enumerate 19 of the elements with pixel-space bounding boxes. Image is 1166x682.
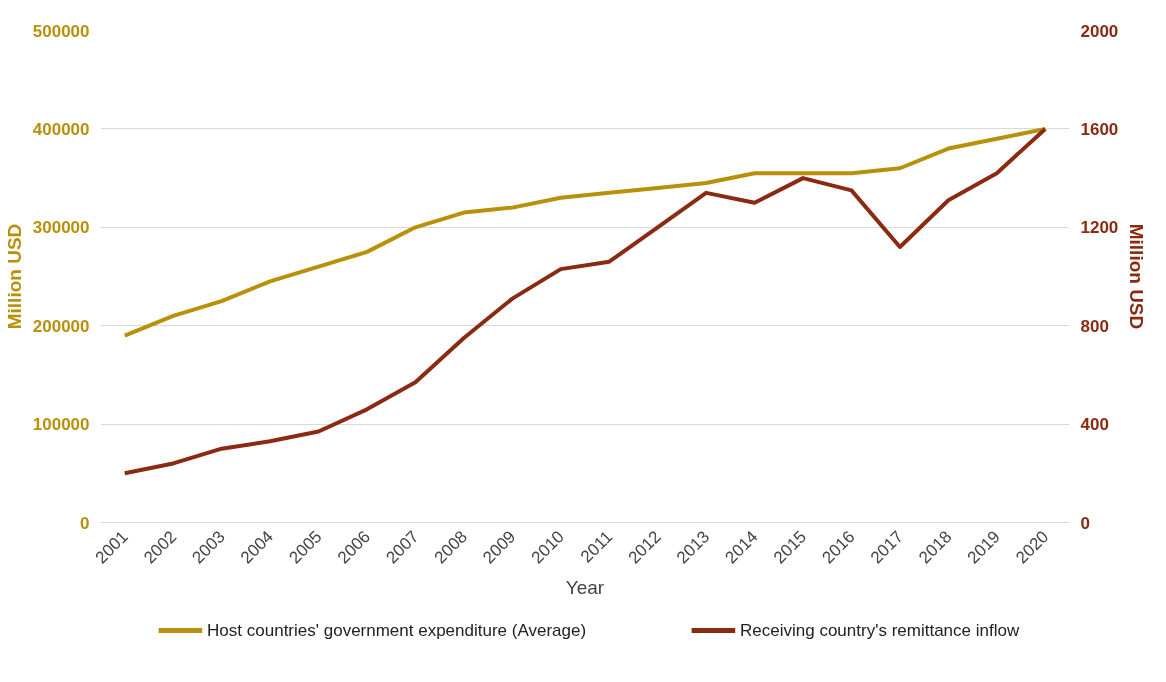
y-tick-label: 400000 bbox=[32, 119, 90, 139]
legend-label: Receiving country's remittance inflow bbox=[740, 621, 1020, 640]
y2-tick-label: 800 bbox=[1080, 316, 1109, 336]
legend-label: Host countries' government expenditure (Average) bbox=[207, 621, 587, 640]
y2-axis-title: Million USD bbox=[1126, 223, 1148, 330]
y2-tick-label: 400 bbox=[1080, 415, 1109, 435]
y-tick-label: 100000 bbox=[32, 415, 90, 435]
y2-tick-label: 1200 bbox=[1080, 218, 1119, 238]
y-axis-title: Million USD bbox=[3, 223, 25, 330]
y-tick-label: 200000 bbox=[32, 316, 90, 336]
y2-tick-label: 0 bbox=[1080, 513, 1090, 533]
y-tick-label: 500000 bbox=[32, 21, 90, 41]
line-series bbox=[122, 126, 1048, 476]
line-series bbox=[122, 126, 1048, 338]
y-tick-label: 0 bbox=[80, 513, 90, 533]
y2-tick-label: 1600 bbox=[1080, 119, 1119, 139]
y-tick-label: 300000 bbox=[32, 218, 90, 238]
x-axis-title: Year bbox=[565, 576, 605, 598]
y2-tick-label: 2000 bbox=[1080, 21, 1119, 41]
